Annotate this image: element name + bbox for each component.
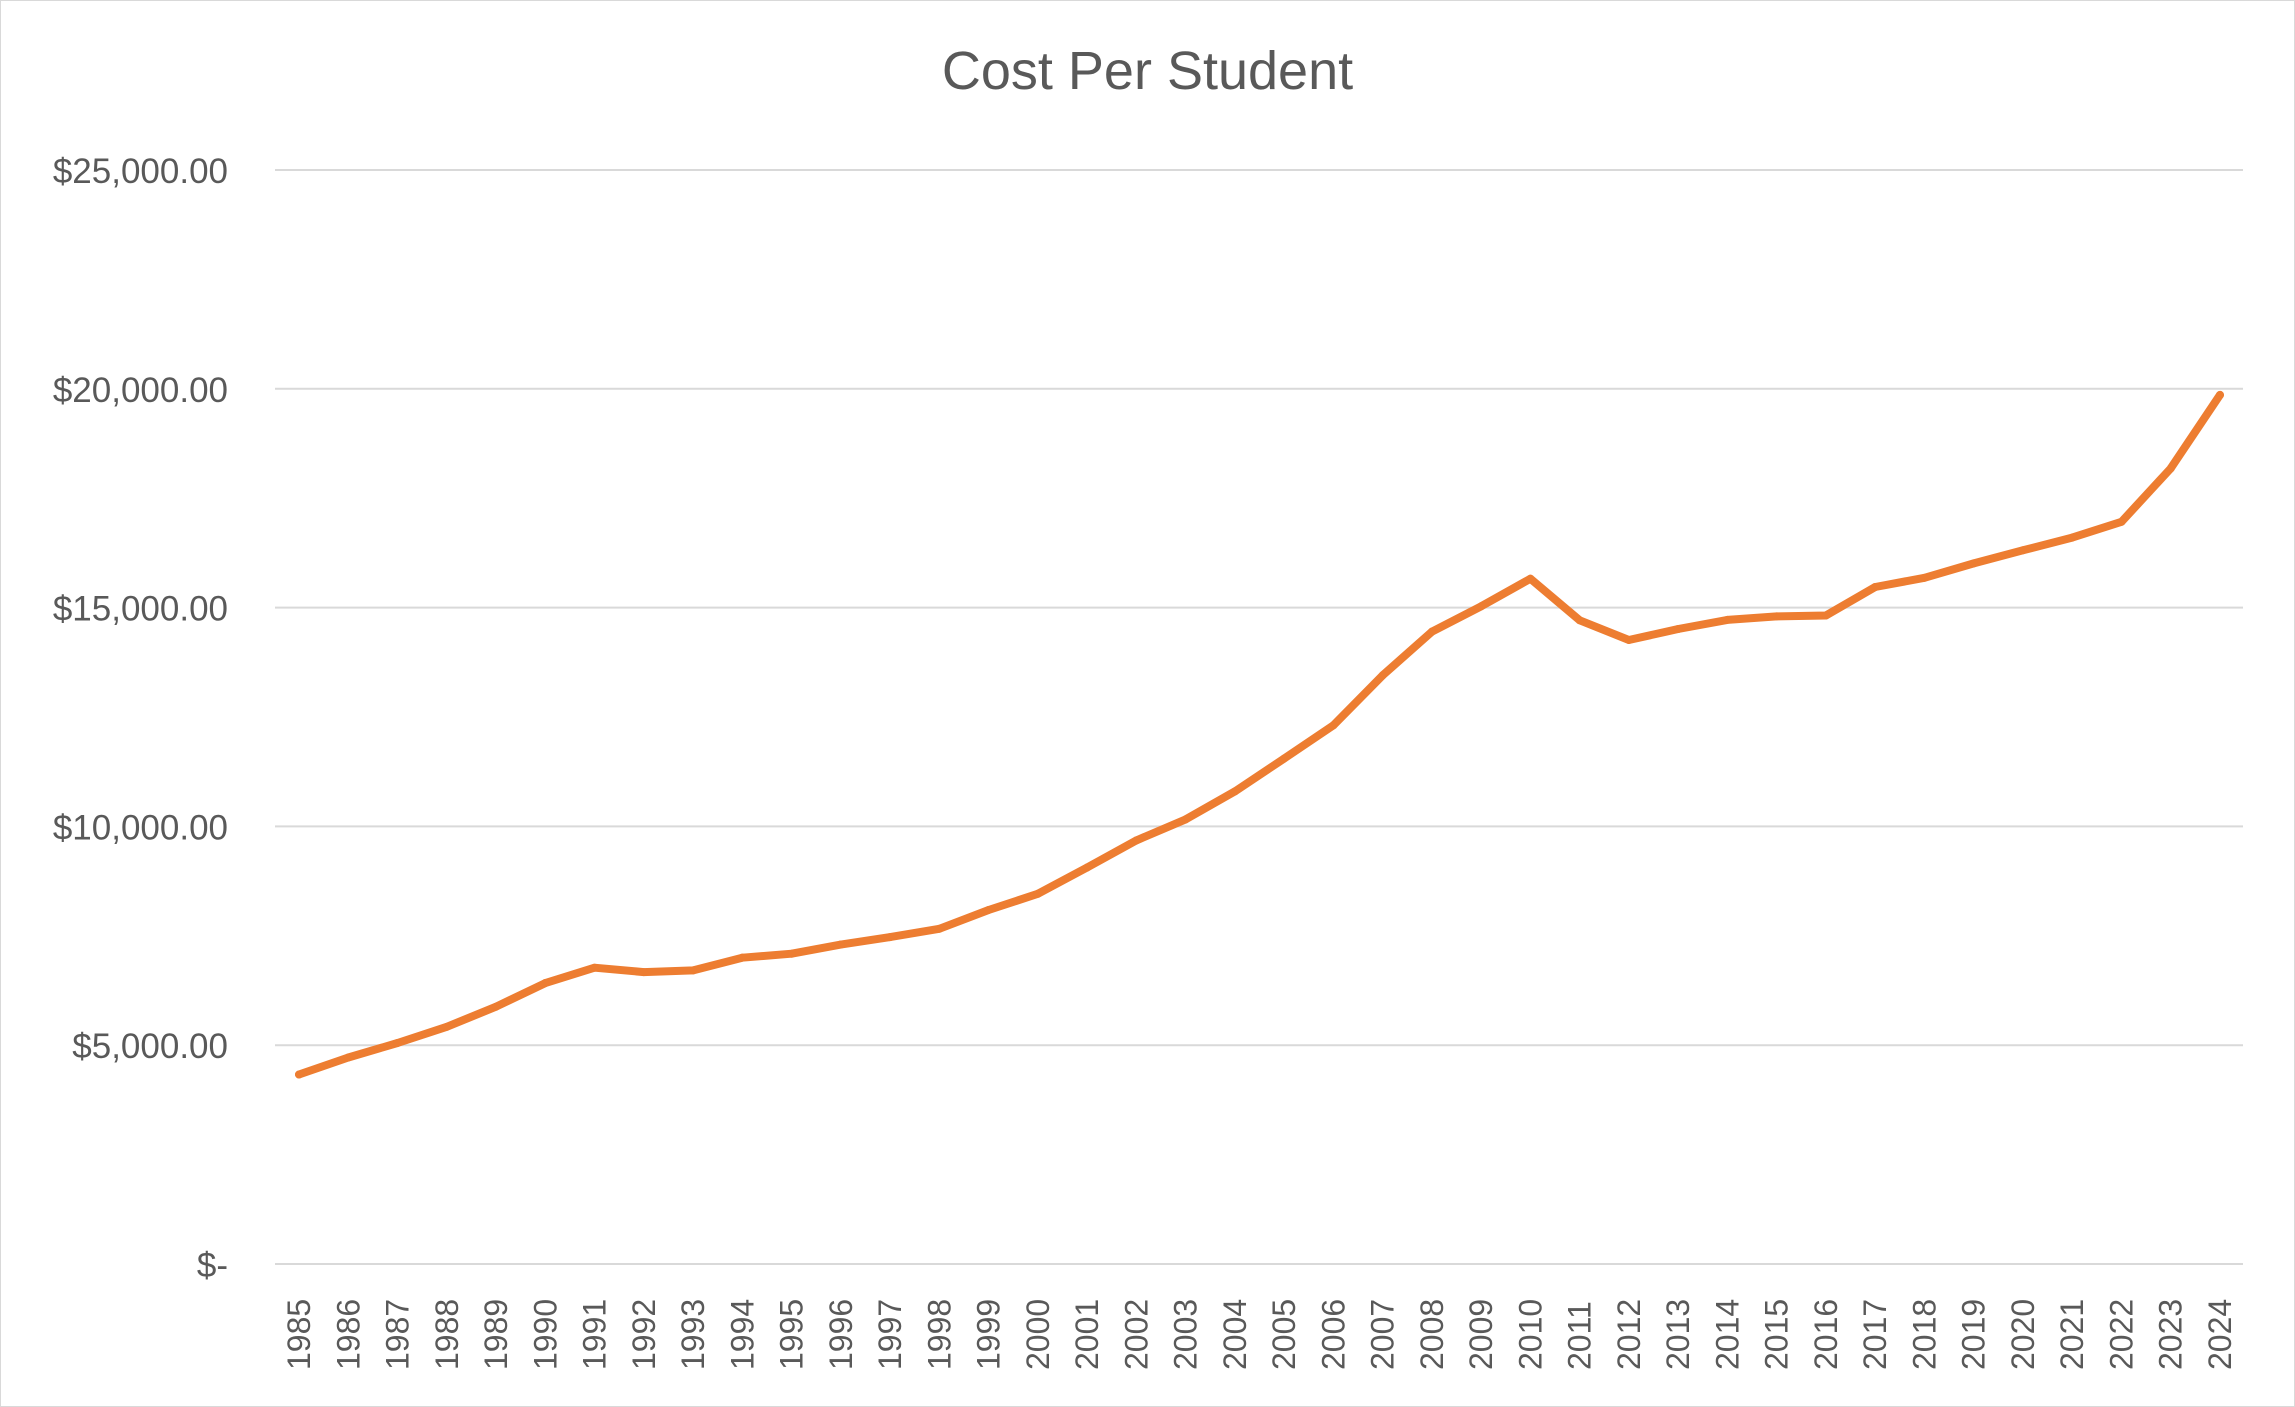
data-point (344, 1053, 353, 1062)
data-point (1083, 863, 1092, 872)
gridlines (275, 169, 2243, 1265)
x-tick-label: 1995 (774, 1299, 810, 1370)
data-point (1624, 635, 1633, 644)
x-tick-label: 2013 (1660, 1299, 1696, 1370)
y-tick-label: $5,000.00 (72, 1027, 228, 1066)
x-tick-label: 1985 (281, 1299, 317, 1370)
x-tick-label: 2010 (1512, 1299, 1548, 1370)
x-tick-label: 2008 (1414, 1299, 1450, 1370)
x-tick-label: 2007 (1365, 1299, 1401, 1370)
data-point (1329, 721, 1338, 730)
x-tick-label: 1993 (675, 1299, 711, 1370)
data-point (541, 979, 550, 988)
data-point (1821, 611, 1830, 620)
data-point (1230, 787, 1239, 796)
x-tick-label: 2020 (2005, 1299, 2041, 1370)
data-point (1674, 625, 1683, 634)
data-point (984, 905, 993, 914)
data-point (492, 1002, 501, 1011)
data-point (2018, 546, 2027, 555)
x-tick-label: 1992 (626, 1299, 662, 1370)
y-tick-label: $10,000.00 (53, 808, 228, 847)
data-point (590, 963, 599, 972)
y-tick-label: $15,000.00 (53, 590, 228, 629)
x-tick-label: 2016 (1808, 1299, 1844, 1370)
data-point (1427, 627, 1436, 636)
x-tick-label: 1986 (330, 1299, 366, 1370)
y-tick-label: $20,000.00 (53, 371, 228, 410)
x-tick-label: 2011 (1562, 1301, 1598, 1370)
x-tick-label: 2017 (1857, 1299, 1893, 1370)
data-point (1033, 889, 1042, 898)
x-tick-label: 2001 (1069, 1299, 1105, 1370)
data-point (442, 1022, 451, 1031)
x-tick-label: 1990 (527, 1299, 563, 1370)
data-point (787, 949, 796, 958)
data-point (738, 953, 747, 962)
x-tick-label: 1988 (429, 1299, 465, 1370)
data-point (1477, 602, 1486, 611)
data-point (295, 1070, 303, 1079)
data-point (393, 1039, 402, 1048)
y-axis-tick-labels: $- $5,000.00 $10,000.00 $15,000.00 $20,000.0… (53, 152, 228, 1285)
x-tick-label: 1998 (921, 1299, 957, 1370)
data-point (935, 924, 944, 933)
data-point (1280, 754, 1289, 763)
x-tick-label: 2004 (1217, 1299, 1253, 1370)
x-tick-label: 2012 (1611, 1299, 1647, 1370)
data-point (2117, 517, 2126, 526)
data-point (689, 966, 698, 975)
x-tick-label: 2000 (1020, 1299, 1056, 1370)
x-tick-label: 2018 (1906, 1299, 1942, 1370)
data-point (2068, 533, 2077, 542)
y-tick-label: $- (197, 1246, 228, 1285)
x-tick-label: 1994 (724, 1299, 760, 1370)
data-point (1723, 615, 1732, 624)
x-tick-label: 2003 (1168, 1299, 1204, 1370)
data-point (1969, 559, 1978, 568)
data-point (1772, 612, 1781, 621)
x-tick-label: 2006 (1315, 1299, 1351, 1370)
x-tick-label: 2021 (2054, 1299, 2090, 1370)
data-point (1132, 836, 1141, 845)
x-axis-tick-labels: 1985 1986 1987 1988 1989 1990 1991 1992 1993 1994… (281, 1299, 2238, 1370)
x-tick-label: 1989 (478, 1299, 514, 1370)
data-point (886, 933, 895, 942)
data-point (836, 940, 845, 949)
data-point (1575, 616, 1584, 625)
chart-title: Cost Per Student (941, 41, 1354, 101)
data-point (1871, 583, 1880, 592)
x-tick-label: 2024 (2202, 1299, 2238, 1370)
data-point (1378, 671, 1387, 680)
series-layer (295, 390, 2224, 1079)
x-tick-label: 2014 (1709, 1299, 1745, 1370)
x-tick-label: 2005 (1266, 1299, 1302, 1370)
data-point (2166, 464, 2175, 473)
x-tick-label: 1991 (577, 1299, 613, 1370)
series-line (295, 390, 2224, 1079)
data-point (2216, 390, 2224, 399)
x-tick-label: 1997 (872, 1299, 908, 1370)
data-point (1181, 815, 1190, 824)
x-tick-label: 1987 (380, 1299, 416, 1370)
x-tick-label: 2015 (1759, 1299, 1795, 1370)
data-point (1526, 574, 1535, 583)
x-tick-label: 2022 (2103, 1299, 2139, 1370)
x-tick-label: 1996 (823, 1299, 859, 1370)
x-tick-label: 2019 (1956, 1299, 1992, 1370)
x-tick-label: 2009 (1463, 1299, 1499, 1370)
y-tick-label: $25,000.00 (53, 152, 228, 191)
x-tick-label: 1999 (971, 1299, 1007, 1370)
data-point (1920, 573, 1929, 582)
x-tick-label: 2023 (2153, 1299, 2189, 1370)
data-point (639, 968, 648, 977)
x-tick-label: 2002 (1118, 1299, 1154, 1370)
